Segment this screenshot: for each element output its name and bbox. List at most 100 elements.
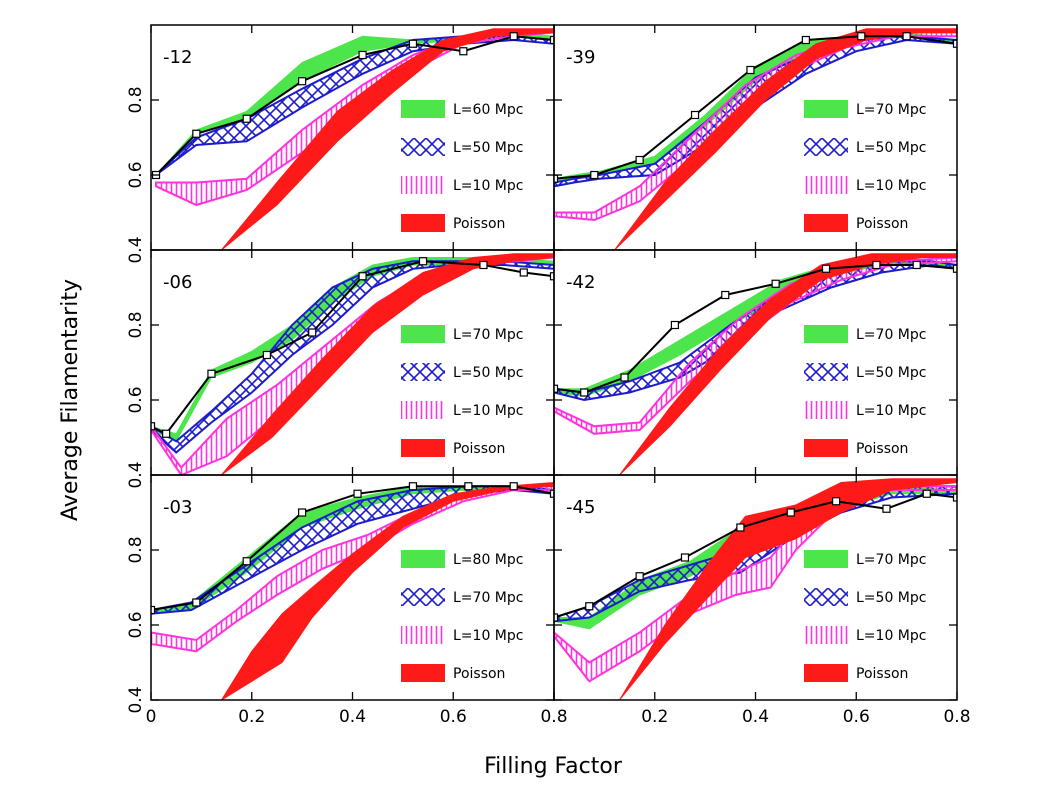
band-poisson — [221, 481, 554, 700]
reference-marker — [680, 553, 690, 562]
reference-marker — [872, 260, 881, 270]
band-l-50-mpc — [155, 35, 554, 176]
reference-marker — [590, 170, 599, 180]
legend-swatch — [804, 100, 848, 118]
legend-label: Poisson — [453, 216, 505, 232]
panel-label: -42 — [566, 272, 595, 293]
legend-swatch — [401, 176, 445, 194]
reference-marker — [549, 35, 554, 45]
reference-marker — [298, 77, 307, 86]
reference-marker — [353, 489, 362, 498]
x-tick-label: 0.6 — [440, 707, 467, 727]
reference-marker — [308, 328, 317, 337]
legend-label: L=10 Mpc — [453, 628, 523, 644]
x-axis-label: Filling Factor — [484, 754, 623, 779]
band-l-10-mpc — [554, 256, 957, 435]
reference-marker — [479, 260, 488, 270]
legend-label: L=50 Mpc — [856, 590, 926, 606]
panel-label: -03 — [163, 497, 192, 518]
band-poisson — [221, 253, 554, 475]
legend-swatch — [804, 325, 848, 343]
legend-swatch — [804, 138, 848, 156]
plot-area — [554, 253, 957, 475]
reference-marker — [882, 504, 891, 513]
band-l-50-mpc — [554, 260, 957, 402]
x-tick-label: 0.4 — [339, 707, 366, 727]
reference-marker — [549, 489, 554, 498]
panel-label: -12 — [163, 47, 192, 68]
legend-label: L=80 Mpc — [453, 552, 523, 568]
legend-label: Poisson — [856, 441, 908, 457]
y-tick-label: 0.6 — [126, 161, 146, 188]
panel-m12: 0.4 0.6 0.8 -12 L=60 Mpc L=50 Mpc L=10 Mpc Pois… — [126, 24, 555, 264]
plot-area — [151, 481, 554, 700]
legend-label: L=50 Mpc — [856, 365, 926, 381]
reference-marker — [952, 264, 957, 273]
reference-marker — [549, 272, 554, 281]
band-l-10-mpc — [155, 31, 554, 207]
reference-marker — [635, 155, 644, 165]
panel-m42: -42 L=70 Mpc L=50 Mpc L=10 Mpc Poisson — [553, 249, 958, 476]
legend-swatch — [401, 325, 445, 343]
legend-swatch — [804, 664, 848, 682]
legend-label: L=10 Mpc — [453, 403, 523, 419]
legend-swatch — [401, 664, 445, 682]
reference-marker — [831, 497, 841, 506]
panel-label: -45 — [566, 497, 595, 518]
plot-area — [151, 253, 554, 475]
reference-marker — [857, 32, 866, 41]
reference-marker — [620, 373, 629, 382]
reference-marker — [459, 47, 468, 56]
reference-marker — [418, 257, 428, 266]
reference-marker — [358, 50, 367, 60]
band-l-50-mpc — [151, 260, 554, 454]
band-l-10-mpc — [151, 485, 554, 653]
legend-label: L=10 Mpc — [856, 403, 926, 419]
legend-swatch — [401, 588, 445, 606]
plot-area — [554, 28, 957, 250]
reference-marker — [952, 493, 957, 502]
reference-marker — [922, 489, 931, 498]
panel-label: -06 — [163, 272, 192, 293]
legend-swatch — [804, 401, 848, 419]
y-tick-label: 0.4 — [126, 686, 146, 713]
band-l-10-mpc — [554, 31, 957, 222]
legend-swatch — [804, 588, 848, 606]
reference-marker — [242, 114, 251, 123]
reference-marker — [801, 35, 810, 45]
reference-marker — [635, 572, 644, 581]
legend-swatch — [401, 100, 445, 118]
reference-marker — [298, 508, 307, 517]
y-tick-label: 0.8 — [126, 536, 146, 563]
legend-swatch — [401, 626, 445, 644]
panels: 0.4 0.6 0.8 -12 L=60 Mpc L=50 Mpc L=10 Mpc Pois… — [126, 24, 971, 727]
legend-label: L=10 Mpc — [453, 178, 523, 194]
x-tick-label: 0.8 — [943, 707, 970, 727]
band-poisson — [619, 478, 957, 700]
legend-label: Poisson — [453, 441, 505, 457]
legend-label: L=10 Mpc — [856, 178, 926, 194]
legend-label: L=10 Mpc — [856, 628, 926, 644]
legend-swatch — [401, 138, 445, 156]
band-l-70-mpc — [554, 260, 957, 397]
reference-marker — [554, 384, 559, 393]
reference-marker — [952, 39, 957, 48]
y-tick-label: 0.8 — [126, 311, 146, 338]
legend-label: L=60 Mpc — [453, 102, 523, 118]
reference-marker — [408, 482, 418, 491]
reference-marker — [580, 388, 589, 397]
band-l-70-mpc — [151, 485, 554, 615]
legend-swatch — [804, 214, 848, 232]
legend-swatch — [804, 550, 848, 568]
reference-marker — [585, 602, 594, 611]
reference-marker — [554, 613, 559, 622]
reference-marker — [509, 482, 518, 491]
legend-label: L=70 Mpc — [453, 327, 523, 343]
reference-marker — [192, 598, 201, 607]
legend-swatch — [401, 439, 445, 457]
reference-marker — [519, 268, 528, 277]
legend-label: L=70 Mpc — [856, 327, 926, 343]
reference-marker — [464, 482, 473, 491]
legend-swatch — [401, 401, 445, 419]
